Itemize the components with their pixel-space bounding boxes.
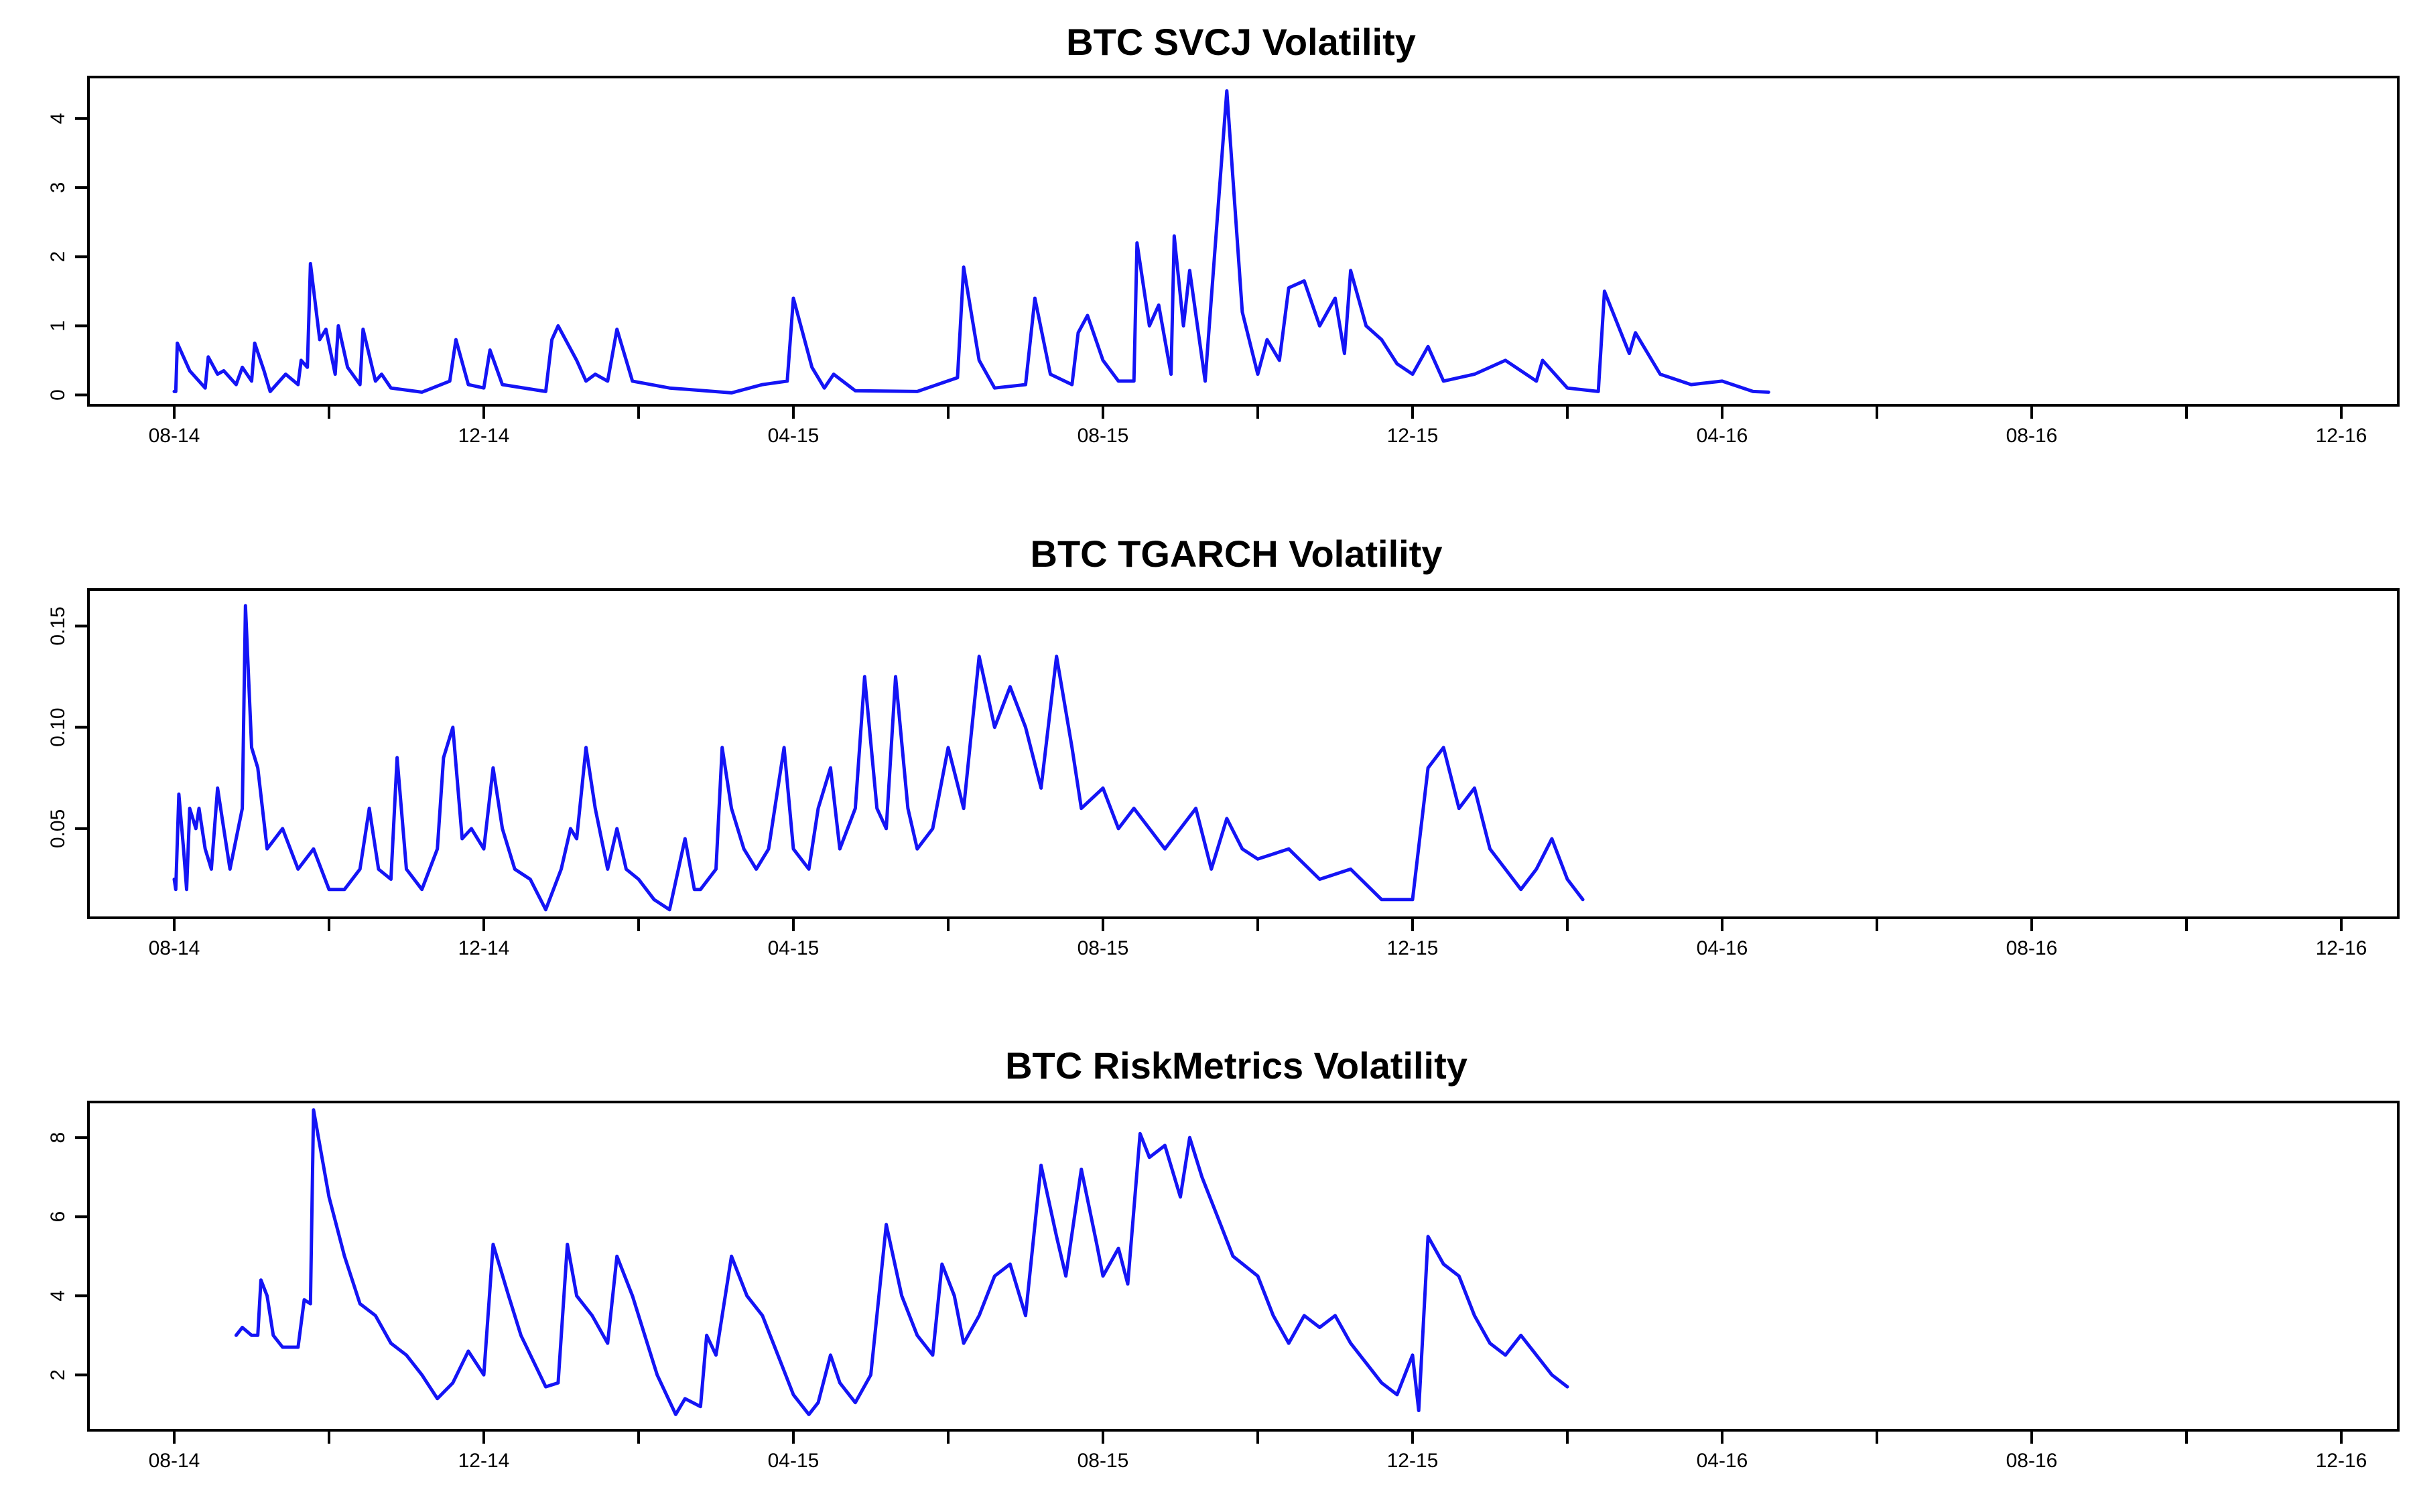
riskmetrics-x-axis: 08-14 12-14 04-15 08-15 12-15 04-16 08-16 12-16…: [149, 1430, 2367, 1472]
svcj-volatility-line: [172, 89, 1770, 395]
tgarch-volatility-line: [172, 604, 1585, 912]
riskmetrics-series: [234, 1108, 1569, 1416]
svcj-x-tick-label: 08-16: [2006, 425, 2058, 447]
riskmetrics-chart-title: BTC RiskMetrics Volatility: [1005, 1044, 1468, 1087]
tgarch-x-tick-label: 08-15: [1078, 937, 1129, 959]
tgarch-x-axis: 08-14 12-14 04-15 08-15 12-15 04-16 08-16 12-16…: [149, 918, 2367, 959]
svcj-y-tick-label: 2: [47, 251, 69, 263]
riskmetrics-x-tick-label: 08-15: [1078, 1450, 1129, 1472]
tgarch-x-tick-label: 08-14: [149, 937, 200, 959]
riskmetrics-x-tick-label: 12-16: [2316, 1450, 2367, 1472]
tgarch-x-tick-label: 12-16: [2316, 937, 2367, 959]
svcj-x-tick-label: 08-15: [1078, 425, 1129, 447]
svcj-chart-title: BTC SVCJ Volatility: [1066, 21, 1416, 63]
svcj-x-tick-label: 12-15: [1387, 425, 1439, 447]
tgarch-chart-title: BTC TGARCH Volatility: [1031, 533, 1443, 575]
svcj-panel: BTC SVCJ Volatility 0 1 2 3 4 08-14 12-14 04-1…: [47, 21, 2400, 447]
riskmetrics-y-tick-label: 2: [47, 1369, 69, 1381]
tgarch-x-tick-label: 12-15: [1387, 937, 1439, 959]
riskmetrics-x-tick-label: 12-15: [1387, 1450, 1439, 1472]
riskmetrics-volatility-line: [234, 1108, 1569, 1416]
svcj-y-axis: 0 1 2 3 4: [47, 113, 88, 401]
svcj-x-tick-label: 12-16: [2316, 425, 2367, 447]
svcj-y-tick-label: 1: [47, 320, 69, 332]
svcj-y-tick-label: 0: [47, 389, 69, 401]
svcj-plot-frame: [87, 76, 2400, 407]
riskmetrics-y-tick-label: 4: [47, 1290, 69, 1302]
tgarch-x-tick-label: 04-15: [768, 937, 820, 959]
svcj-x-tick-label: 08-14: [149, 425, 200, 447]
svcj-y-tick-label: 3: [47, 182, 69, 194]
tgarch-x-tick-label: 08-16: [2006, 937, 2058, 959]
riskmetrics-plot-frame: [87, 1101, 2400, 1432]
tgarch-y-tick-label: 0.15: [47, 606, 69, 645]
tgarch-panel: BTC TGARCH Volatility 0.05 0.10 0.15 08-14…: [47, 533, 2400, 959]
riskmetrics-y-axis: 2 4 6 8: [47, 1132, 88, 1381]
svcj-x-tick-label: 04-15: [768, 425, 820, 447]
riskmetrics-x-tick-label: 08-14: [149, 1450, 200, 1472]
riskmetrics-x-tick-label: 08-16: [2006, 1450, 2058, 1472]
riskmetrics-y-tick-label: 8: [47, 1132, 69, 1144]
svcj-x-tick-label: 12-14: [458, 425, 510, 447]
riskmetrics-y-tick-label: 6: [47, 1211, 69, 1223]
tgarch-y-tick-label: 0.10: [47, 707, 69, 746]
riskmetrics-x-tick-label: 12-14: [458, 1450, 510, 1472]
tgarch-x-tick-label: 04-16: [1697, 937, 1748, 959]
tgarch-plot-frame: [87, 588, 2400, 919]
svcj-y-tick-label: 4: [47, 113, 69, 125]
tgarch-y-tick-label: 0.05: [47, 809, 69, 848]
riskmetrics-x-tick-label: 04-16: [1697, 1450, 1748, 1472]
svcj-x-tick-label: 04-16: [1697, 425, 1748, 447]
tgarch-y-axis: 0.05 0.10 0.15: [47, 606, 88, 848]
svcj-x-axis: 08-14 12-14 04-15 08-15 12-15 04-16 08-16 12-16…: [149, 405, 2367, 447]
riskmetrics-x-tick-label: 04-15: [768, 1450, 820, 1472]
svcj-series: [172, 89, 1770, 395]
tgarch-series: [172, 604, 1585, 912]
riskmetrics-panel: BTC RiskMetrics Volatility 2 4 6 8 08-14 12-…: [47, 1044, 2400, 1472]
tgarch-x-tick-label: 12-14: [458, 937, 510, 959]
